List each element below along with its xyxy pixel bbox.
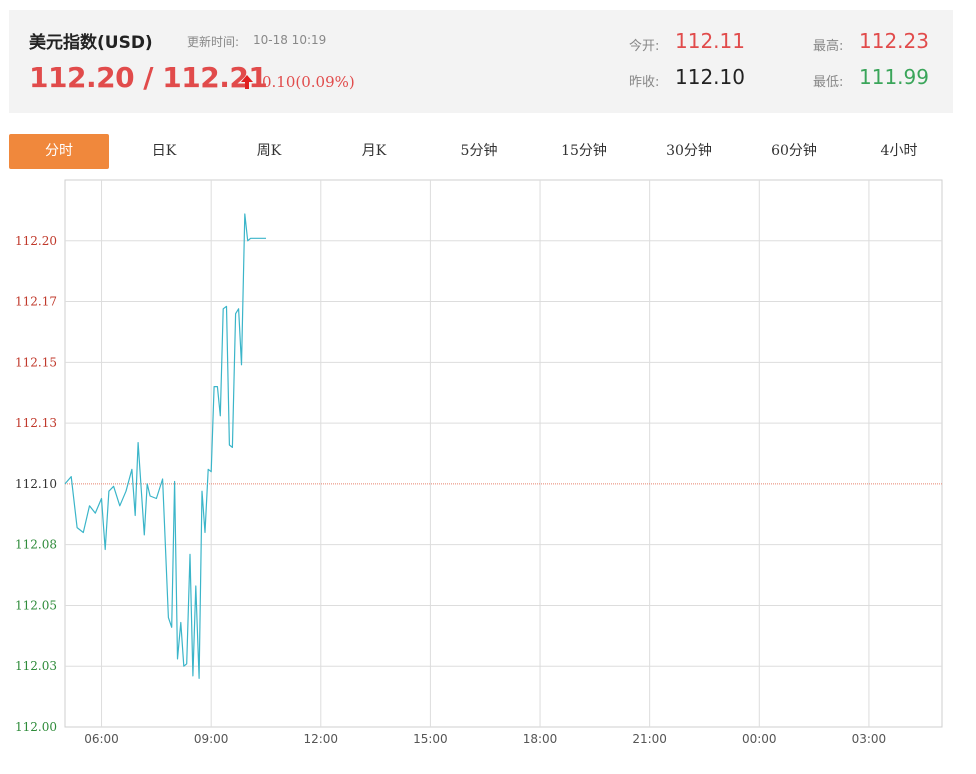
up-arrow-icon xyxy=(241,75,253,89)
prev-close-value: 112.10 xyxy=(675,65,745,89)
x-tick-label: 12:00 xyxy=(303,732,338,746)
tab-60min[interactable]: 60分钟 xyxy=(771,143,817,159)
y-tick-label: 112.10 xyxy=(15,477,57,491)
high-value: 112.23 xyxy=(859,29,929,53)
tab-15min[interactable]: 15分钟 xyxy=(561,143,607,159)
bid-ask-price: 112.20 / 112.21 xyxy=(29,61,268,94)
high-label: 最高: xyxy=(813,39,844,54)
tab-weekly-k[interactable]: 周K xyxy=(256,143,282,159)
tab-5min[interactable]: 5分钟 xyxy=(460,143,498,159)
instrument-title: 美元指数(USD) xyxy=(29,33,153,53)
x-tick-label: 21:00 xyxy=(632,732,667,746)
period-tabs: 分时 日K 周K 月K 5分钟 15分钟 30分钟 60分钟 4小时 xyxy=(9,134,953,169)
tab-daily-k[interactable]: 日K xyxy=(151,143,177,159)
x-tick-label: 06:00 xyxy=(84,732,119,746)
y-tick-label: 112.17 xyxy=(15,295,57,309)
x-tick-label: 03:00 xyxy=(852,732,887,746)
price-change: 0.10(0.09%) xyxy=(262,73,355,91)
plot-frame xyxy=(64,179,943,728)
x-tick-label: 00:00 xyxy=(742,732,777,746)
update-time-label: 更新时间: xyxy=(187,35,240,49)
y-tick-label: 112.05 xyxy=(15,598,57,612)
y-tick-label: 112.15 xyxy=(15,355,57,369)
tab-intraday[interactable]: 分时 xyxy=(9,134,109,169)
x-tick-label: 15:00 xyxy=(413,732,448,746)
y-tick-label: 112.00 xyxy=(15,720,57,734)
open-label: 今开: xyxy=(629,39,660,54)
y-tick-label: 112.03 xyxy=(15,659,57,673)
low-value: 111.99 xyxy=(859,65,929,89)
prev-close-label: 昨收: xyxy=(629,75,660,90)
x-tick-label: 09:00 xyxy=(194,732,229,746)
tab-30min[interactable]: 30分钟 xyxy=(666,143,712,159)
price-line xyxy=(64,213,266,680)
open-value: 112.11 xyxy=(675,29,745,53)
x-tick-label: 18:00 xyxy=(523,732,558,746)
y-tick-label: 112.13 xyxy=(15,416,57,430)
quote-header: 美元指数(USD) 更新时间: 10-18 10:19 112.20 / 112… xyxy=(9,10,953,113)
y-tick-label: 112.20 xyxy=(15,234,57,248)
tab-monthly-k[interactable]: 月K xyxy=(361,143,387,159)
tab-4hour[interactable]: 4小时 xyxy=(880,143,918,159)
low-label: 最低: xyxy=(813,75,844,90)
y-tick-label: 112.08 xyxy=(15,538,57,552)
update-time-value: 10-18 10:19 xyxy=(253,33,327,47)
